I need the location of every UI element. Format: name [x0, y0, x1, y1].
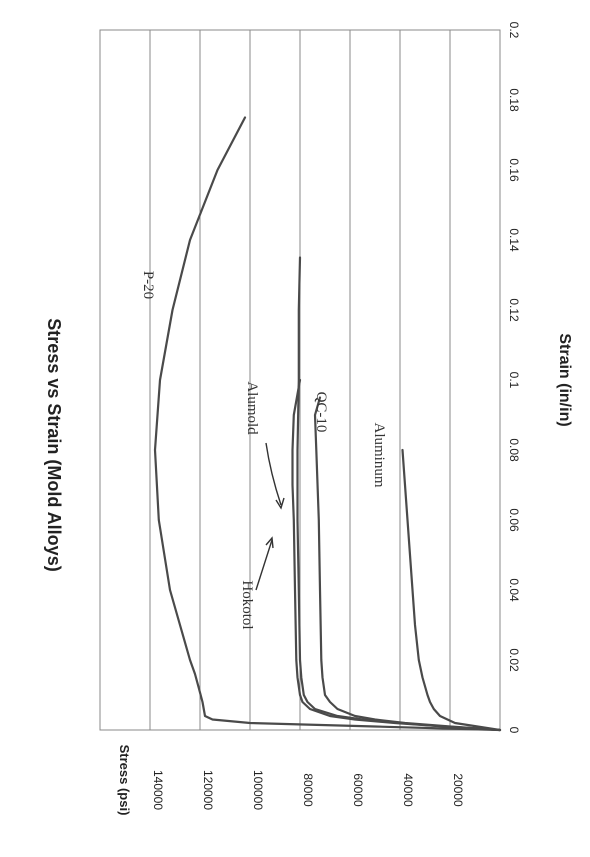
y-tick-label: 140000 — [151, 770, 165, 810]
y-tick-label: 120000 — [201, 770, 215, 810]
series-label-p-20: P-20 — [140, 271, 156, 299]
series-line-hokotol — [291, 378, 502, 732]
y-tick-label: 40000 — [401, 773, 415, 807]
x-tick-label: 0.06 — [507, 508, 521, 532]
y-tick-label: 20000 — [451, 773, 465, 807]
series-label-aluminum: Aluminum — [371, 422, 387, 487]
chart-title: Stress vs Strain (Mold Alloys) — [44, 318, 64, 571]
series-label-hokotol: Hokotol — [239, 580, 255, 629]
series-line-p-20 — [153, 116, 502, 732]
x-tick-label: 0.02 — [507, 648, 521, 672]
alumold-pointer-arrow — [265, 442, 282, 506]
hokotol-pointer-head — [265, 536, 274, 549]
x-axis-ticks: 0 0.02 0.04 0.06 0.08 0.1 0.12 0.14 0.16 0.18 0.2 — [507, 22, 521, 734]
x-axis-title: Strain (in/in) — [556, 333, 573, 426]
y-axis-ticks: 20000 40000 60000 80000 100000 120000 140000 — [151, 770, 465, 810]
x-tick-label: 0.2 — [507, 22, 521, 39]
grid-layer — [149, 30, 451, 730]
alumold-pointer-head — [275, 497, 285, 510]
x-tick-label: 0.12 — [507, 298, 521, 322]
x-tick-label: 0.18 — [507, 88, 521, 112]
y-axis-title: Stress (psi) — [117, 745, 132, 816]
hokotol-pointer-arrow — [255, 539, 273, 591]
series-label-alumold: Alumold — [244, 381, 260, 435]
x-tick-label: 0.08 — [507, 438, 521, 462]
series-line-alumold — [296, 256, 502, 732]
plot-area-frame — [99, 29, 501, 731]
series-label-qc-10: QC-10 — [313, 392, 329, 433]
series-line-aluminum — [401, 448, 502, 732]
x-tick-label: 0.1 — [507, 372, 521, 389]
x-tick-label: 0.04 — [507, 578, 521, 602]
series-layer — [153, 116, 502, 732]
y-tick-label: 80000 — [301, 773, 315, 807]
series-line-qc-10 — [313, 396, 502, 732]
series-labels: P-20 Alumold Hokotol QC-10 Aluminum — [140, 271, 387, 630]
y-tick-label: 60000 — [351, 773, 365, 807]
x-tick-label: 0.14 — [507, 228, 521, 252]
x-tick-label: 0.16 — [507, 158, 521, 182]
y-tick-label: 100000 — [251, 770, 265, 810]
x-tick-label: 0 — [507, 727, 521, 734]
